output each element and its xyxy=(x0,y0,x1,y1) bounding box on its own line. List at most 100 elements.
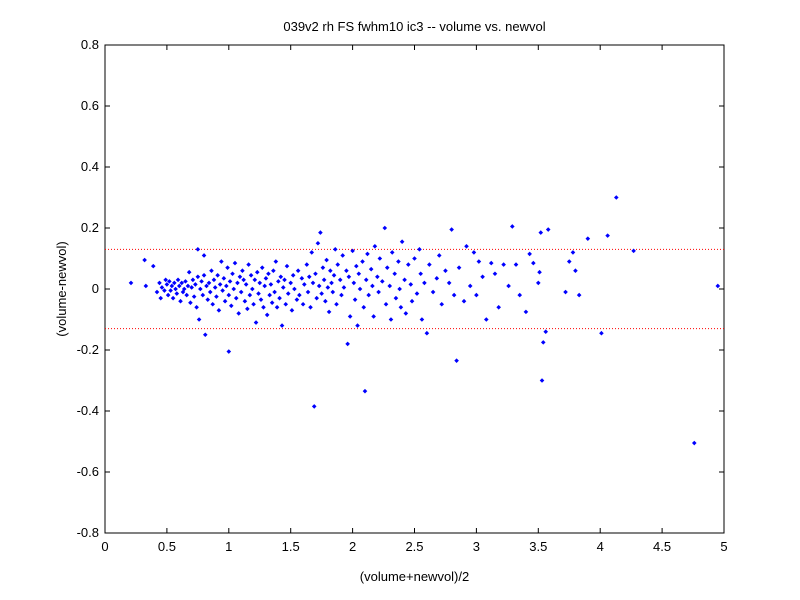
data-point xyxy=(235,280,240,286)
data-point xyxy=(297,292,302,298)
data-point xyxy=(143,283,149,289)
data-point xyxy=(605,233,610,238)
data-point xyxy=(189,285,194,290)
data-point xyxy=(278,274,284,280)
y-tick-label: -0.6 xyxy=(77,464,99,479)
data-point xyxy=(691,440,697,446)
data-point xyxy=(398,305,404,310)
data-point xyxy=(332,247,338,252)
data-point xyxy=(164,282,170,287)
data-point xyxy=(351,280,357,286)
data-point xyxy=(345,341,350,347)
data-point xyxy=(480,274,485,280)
data-point xyxy=(313,271,318,277)
data-point xyxy=(299,276,305,281)
data-point xyxy=(195,247,201,252)
data-point xyxy=(220,288,225,293)
data-point xyxy=(324,257,329,263)
data-point xyxy=(715,283,721,289)
data-point xyxy=(403,311,409,316)
data-point xyxy=(563,289,568,295)
data-point xyxy=(417,247,422,252)
data-point xyxy=(271,268,276,273)
x-tick-label: 4.5 xyxy=(653,539,671,554)
data-point xyxy=(352,297,358,302)
data-point xyxy=(467,283,473,289)
data-point xyxy=(172,280,177,286)
data-point xyxy=(488,260,494,266)
x-tick-label: 2.5 xyxy=(405,539,423,554)
data-point xyxy=(158,295,164,301)
data-point xyxy=(219,259,224,264)
data-point xyxy=(225,265,230,270)
data-point xyxy=(446,280,452,286)
data-point xyxy=(576,292,582,298)
data-point xyxy=(414,291,420,296)
data-point xyxy=(282,277,287,283)
data-point xyxy=(257,280,263,286)
data-point xyxy=(209,268,214,273)
data-point xyxy=(419,317,425,322)
data-point xyxy=(368,266,374,272)
data-point xyxy=(449,227,454,232)
data-point xyxy=(163,277,168,283)
data-point xyxy=(174,291,180,296)
data-point xyxy=(261,305,266,310)
data-point xyxy=(217,282,223,287)
data-point xyxy=(196,317,202,322)
data-point xyxy=(443,268,448,273)
data-point xyxy=(380,279,385,284)
data-point xyxy=(228,303,234,309)
data-point xyxy=(527,251,532,257)
data-point xyxy=(361,305,367,310)
data-point xyxy=(344,268,349,273)
data-point xyxy=(325,285,331,290)
data-point xyxy=(392,271,397,277)
x-tick-label: 1 xyxy=(225,539,232,554)
data-point xyxy=(290,272,296,278)
data-point xyxy=(201,253,207,258)
data-point xyxy=(169,283,175,289)
data-point xyxy=(310,280,316,286)
data-point xyxy=(283,301,289,307)
data-point xyxy=(194,305,199,310)
data-point xyxy=(284,263,290,269)
data-point xyxy=(226,292,232,298)
data-point xyxy=(210,301,216,307)
data-point xyxy=(329,280,334,286)
data-point xyxy=(254,269,260,275)
data-point xyxy=(289,308,295,313)
data-point xyxy=(211,277,217,283)
data-point xyxy=(308,305,313,310)
data-point xyxy=(280,285,286,290)
data-point xyxy=(292,286,297,292)
data-point xyxy=(232,260,238,266)
data-point xyxy=(241,277,246,283)
data-point xyxy=(439,301,445,307)
data-point xyxy=(142,257,147,263)
data-point xyxy=(276,279,281,284)
data-point xyxy=(321,277,327,283)
data-point xyxy=(585,236,591,241)
data-point xyxy=(191,294,197,299)
data-point xyxy=(309,250,315,255)
data-point xyxy=(267,292,272,298)
data-point xyxy=(328,268,333,273)
data-point xyxy=(545,227,551,232)
data-point xyxy=(540,340,546,345)
data-point xyxy=(382,225,388,231)
data-point xyxy=(159,285,165,290)
data-point xyxy=(347,314,353,319)
data-point xyxy=(418,271,423,277)
data-point xyxy=(430,289,436,295)
data-point xyxy=(277,295,282,301)
x-tick-label: 1.5 xyxy=(282,539,300,554)
data-point xyxy=(221,276,227,281)
data-point xyxy=(319,291,324,296)
data-point xyxy=(371,314,376,319)
data-point xyxy=(214,294,219,299)
data-point xyxy=(384,265,390,270)
data-point xyxy=(360,259,365,264)
data-point xyxy=(202,332,208,338)
data-point xyxy=(339,292,344,298)
